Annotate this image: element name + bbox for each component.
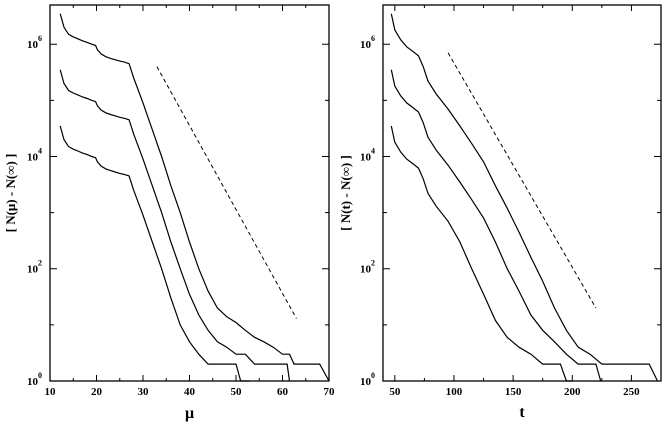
x-tick-label: 10: [45, 386, 57, 398]
x-axis-label: t: [519, 404, 525, 421]
x-tick-label: 40: [184, 386, 196, 398]
x-axis-label: μ: [185, 405, 194, 422]
y-tick-label: 10: [360, 264, 372, 276]
series-line-1: [390, 13, 659, 382]
plot-frame: [49, 4, 330, 382]
y-tick-label-exponent: 4: [38, 146, 42, 155]
y-tick-label: 10: [360, 151, 372, 163]
y-tick-label: 10: [360, 39, 372, 51]
x-tick-label: 250: [623, 386, 640, 398]
x-tick-label: 50: [231, 386, 243, 398]
series-line-3: [390, 125, 573, 382]
series-line-2: [390, 69, 602, 382]
x-tick-label: 100: [446, 386, 463, 398]
y-tick-label-exponent: 4: [371, 146, 375, 155]
x-tick-label: 30: [138, 386, 150, 398]
y-tick-label-exponent: 6: [371, 34, 375, 43]
series-line-2: [59, 69, 291, 382]
series-line-1: [59, 13, 330, 382]
x-tick-label: 50: [389, 386, 401, 398]
y-tick-label-exponent: 6: [38, 34, 42, 43]
y-axis-label: [ N(μ) - N(∞) ]: [3, 154, 18, 233]
x-tick-label: 60: [277, 386, 289, 398]
reference-slope-line: [447, 52, 597, 309]
y-tick-label: 10: [27, 376, 39, 388]
series-line-3: [59, 125, 250, 382]
plot-frame: [382, 4, 662, 382]
y-tick-label-exponent: 0: [371, 371, 375, 380]
x-tick-label: 150: [505, 386, 522, 398]
y-tick-label: 10: [27, 264, 39, 276]
x-tick-label: 200: [564, 386, 581, 398]
x-tick-label: 20: [91, 386, 103, 398]
y-tick-label: 10: [27, 39, 39, 51]
x-tick-label: 70: [324, 386, 336, 398]
y-tick-label-exponent: 2: [38, 259, 42, 268]
y-tick-label-exponent: 2: [371, 259, 375, 268]
y-tick-label-exponent: 0: [38, 371, 42, 380]
reference-slope-line: [156, 66, 297, 319]
y-tick-label: 10: [360, 376, 372, 388]
y-tick-label: 10: [27, 151, 39, 163]
y-axis-label: [ N(t) - N(∞) ]: [338, 155, 353, 231]
